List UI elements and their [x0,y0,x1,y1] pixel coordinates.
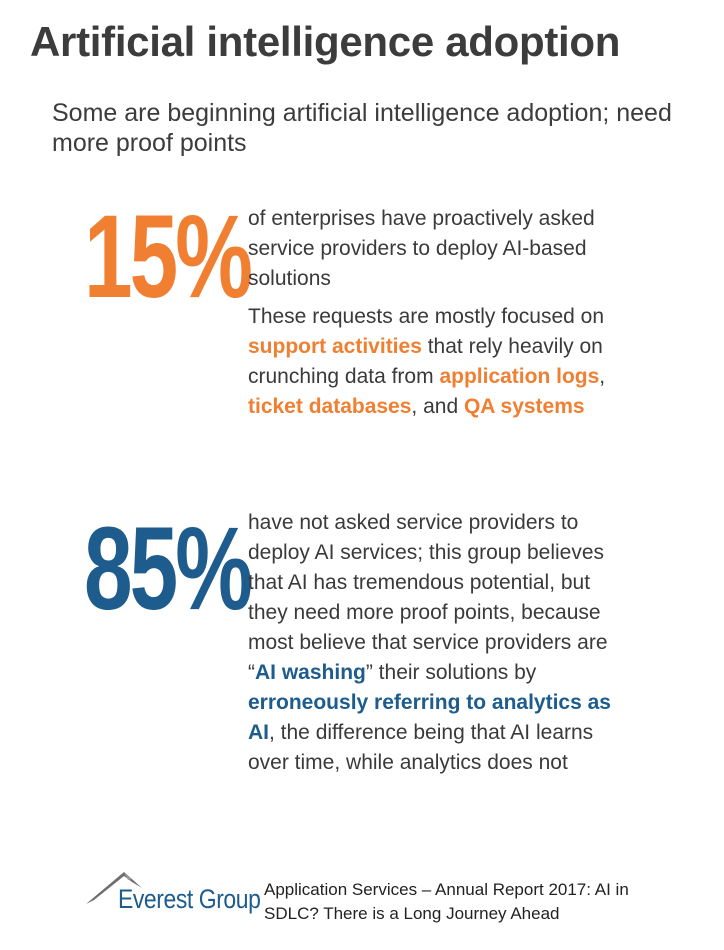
description-text: ” their solutions by [365,661,537,684]
highlight-application-logs: application logs [439,365,600,388]
highlight-ticket-databases: ticket databases [248,395,412,418]
description-text: , the difference being that AI learns ov… [248,721,594,774]
page-subtitle: Some are beginning artificial intelligen… [52,99,672,157]
highlight-erroneously-referring: erroneously referring to analytics as AI [248,691,611,744]
stat-85-percent: 85% [84,503,253,635]
highlight-ai-washing: AI washing [255,661,366,684]
detail-text: These requests are mostly focused on [248,305,605,328]
source-citation: Application Services – Annual Report 201… [264,880,629,923]
stat-85-description: have not asked service providers to depl… [248,508,628,778]
stat-15-description: of enterprises have proactively asked se… [248,207,595,290]
logo-text: Everest Group [118,884,261,914]
highlight-support-activities: support activities [248,335,422,358]
detail-text: that rely heavily on crunching data from [248,335,603,388]
stat-15-percent: 15% [84,191,253,323]
detail-text: , [599,365,606,388]
description-text: have not asked service providers to depl… [248,511,608,684]
page-title: Artificial intelligence adoption [30,18,621,65]
everest-group-logo-icon [86,872,142,904]
detail-text: , and [411,395,464,418]
stat-15-detail: These requests are mostly focused on sup… [248,302,628,422]
highlight-qa-systems: QA systems [463,395,585,418]
